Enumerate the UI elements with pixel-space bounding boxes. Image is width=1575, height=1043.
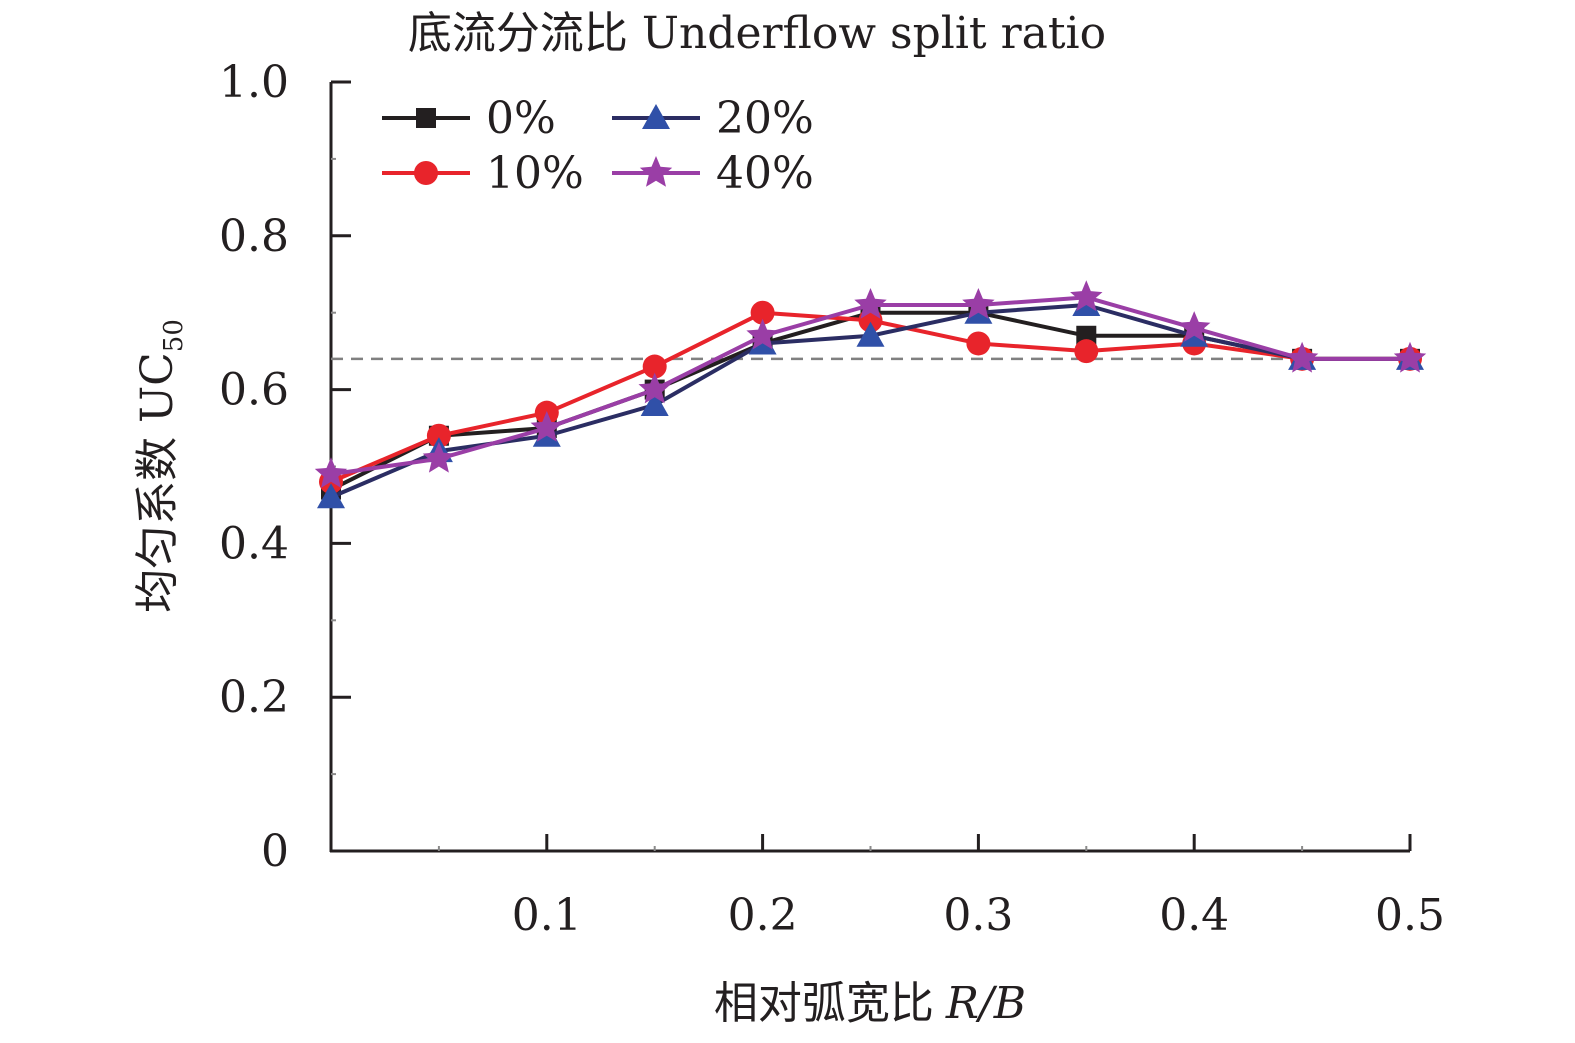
data-point-star bbox=[962, 288, 995, 319]
data-point-star bbox=[530, 411, 563, 442]
y-tick-label: 1.0 bbox=[219, 57, 289, 108]
y-tick-label: 0 bbox=[261, 826, 289, 877]
data-point-circle bbox=[1074, 339, 1099, 364]
data-point-star bbox=[638, 372, 671, 404]
x-tick-label: 0.2 bbox=[728, 890, 798, 941]
legend-item: 0% bbox=[382, 93, 556, 144]
data-point-circle bbox=[426, 423, 451, 448]
x-axis-label: 相对弧宽比 R/B bbox=[714, 978, 1026, 1029]
x-tick-label: 0.4 bbox=[1159, 890, 1229, 941]
y-tick-label: 0.8 bbox=[219, 211, 289, 262]
data-point-triangle bbox=[856, 321, 885, 347]
x-tick-label: 0.5 bbox=[1375, 890, 1445, 941]
y-axis-label-text: 均匀系数 UC bbox=[132, 352, 183, 613]
legend-marker-circle bbox=[414, 161, 438, 185]
data-point-circle bbox=[966, 331, 991, 356]
y-tick-label: 0.6 bbox=[219, 365, 289, 416]
data-point-star bbox=[422, 441, 456, 473]
data-point-star bbox=[1178, 311, 1211, 342]
data-point-triangle bbox=[317, 483, 345, 509]
x-tick-label: 0.3 bbox=[943, 890, 1013, 941]
series-40pct bbox=[314, 280, 1427, 488]
data-point-star bbox=[1393, 341, 1427, 373]
legend-item: 20% bbox=[612, 93, 814, 144]
legend-label: 20% bbox=[716, 93, 814, 144]
legend-item: 40% bbox=[612, 148, 814, 199]
y-tick-label: 0.2 bbox=[219, 672, 289, 723]
data-point-star bbox=[746, 318, 779, 350]
legend-marker-square bbox=[416, 108, 436, 128]
data-point-triangle bbox=[640, 390, 669, 416]
x-axis-label-italic: R/B bbox=[945, 978, 1026, 1029]
y-axis-label: 均匀系数 UC50 bbox=[132, 319, 189, 613]
series-group bbox=[314, 280, 1427, 509]
legend-label: 10% bbox=[486, 148, 584, 199]
legend-marker-star bbox=[639, 156, 673, 187]
data-point-star bbox=[1285, 341, 1319, 373]
y-tick-label: 0.4 bbox=[219, 518, 289, 569]
y-axis-label-subscript: 50 bbox=[159, 319, 189, 352]
chart-title: 底流分流比 Underflow split ratio bbox=[408, 8, 1106, 59]
legend-item: 10% bbox=[382, 148, 584, 199]
data-point-star bbox=[854, 288, 887, 319]
legend-marker-triangle bbox=[642, 104, 670, 129]
series-20pct bbox=[317, 291, 1424, 509]
x-axis-label-text: 相对弧宽比 bbox=[714, 978, 934, 1029]
axes: 0 0.2 0.4 0.6 0.8 1.0 0.1 0.2 0.3 0.4 0.5 bbox=[219, 57, 1445, 941]
legend-label: 0% bbox=[486, 93, 556, 144]
data-point-star bbox=[1070, 280, 1103, 312]
data-point-circle bbox=[750, 300, 775, 325]
data-point-star bbox=[314, 457, 348, 488]
data-point-circle bbox=[642, 354, 667, 379]
legend: 0%10% 20%40% bbox=[382, 93, 814, 199]
legend-label: 40% bbox=[716, 148, 814, 199]
x-tick-label: 0.1 bbox=[512, 890, 582, 941]
